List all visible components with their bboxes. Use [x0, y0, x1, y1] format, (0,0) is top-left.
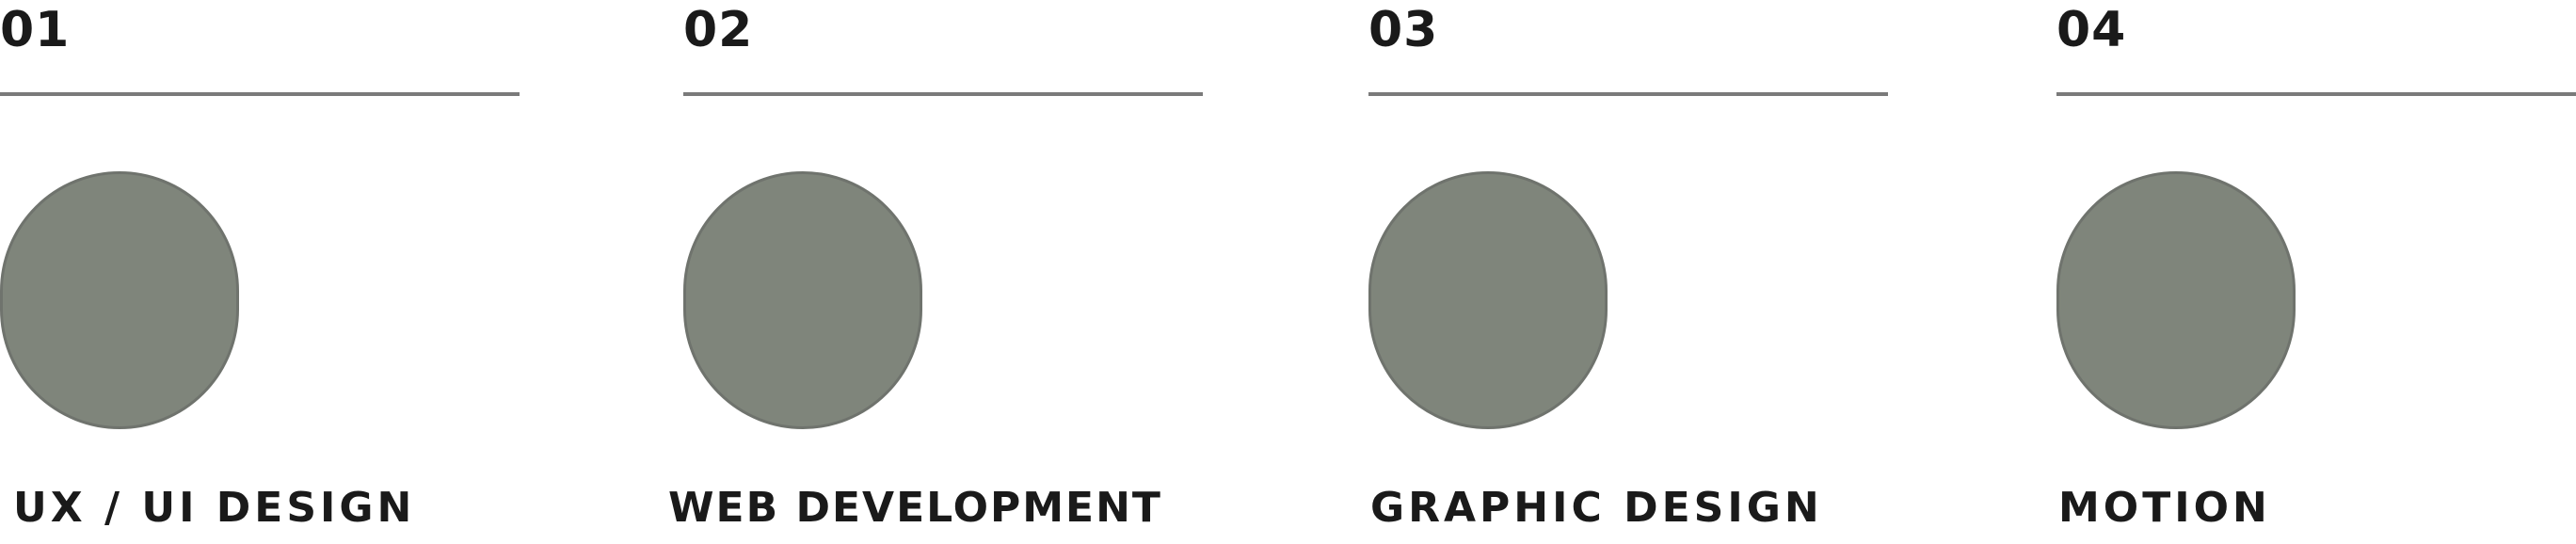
service-card-web-development: 02 WEB DEVELOPMENT — [668, 0, 1203, 544]
card-number: 01 — [0, 2, 71, 58]
card-divider — [0, 92, 520, 96]
service-card-ux-ui: 01 UX / UI DESIGN — [0, 0, 520, 544]
card-divider — [683, 92, 1203, 96]
circle-placeholder-icon — [1368, 171, 1608, 429]
card-title: GRAPHIC DESIGN — [1370, 484, 1823, 532]
circle-placeholder-icon — [2056, 171, 2296, 429]
card-divider — [2056, 92, 2576, 96]
card-title: UX / UI DESIGN — [13, 484, 416, 532]
circle-placeholder-icon — [0, 171, 239, 429]
card-number: 04 — [2056, 2, 2127, 58]
card-divider — [1368, 92, 1888, 96]
card-number: 03 — [1368, 2, 1439, 58]
card-title: MOTION — [2058, 484, 2271, 532]
card-title: WEB DEVELOPMENT — [668, 484, 1162, 532]
service-card-motion: 04 MOTION — [2056, 0, 2576, 544]
service-card-graphic-design: 03 GRAPHIC DESIGN — [1368, 0, 1888, 544]
circle-placeholder-icon — [683, 171, 922, 429]
card-number: 02 — [683, 2, 754, 58]
